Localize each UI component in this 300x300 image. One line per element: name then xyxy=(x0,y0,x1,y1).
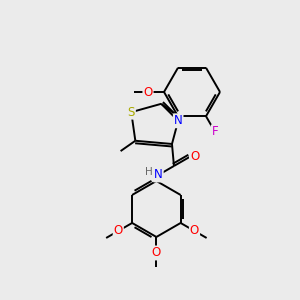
Text: O: O xyxy=(190,224,199,238)
Text: F: F xyxy=(212,125,218,138)
Text: O: O xyxy=(143,85,153,98)
Text: H: H xyxy=(145,167,152,177)
Text: O: O xyxy=(114,224,123,238)
Text: O: O xyxy=(190,151,199,164)
Text: N: N xyxy=(174,114,183,127)
Text: N: N xyxy=(154,169,163,182)
Text: O: O xyxy=(152,247,161,260)
Text: S: S xyxy=(128,106,135,119)
